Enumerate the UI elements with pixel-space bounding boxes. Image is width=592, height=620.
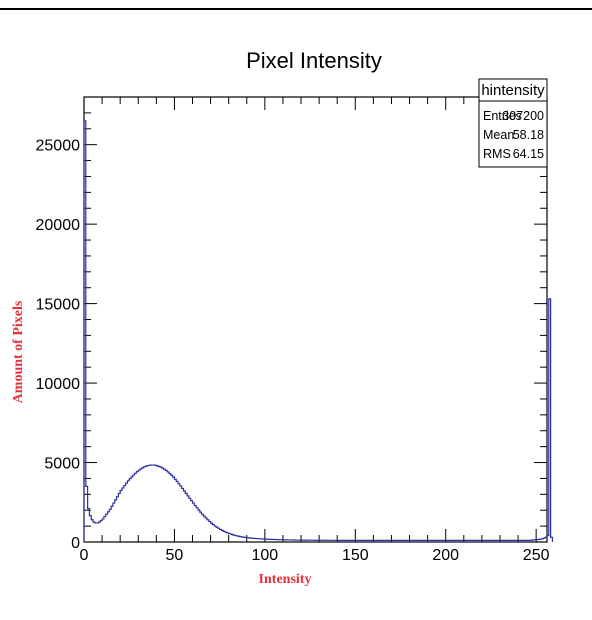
top-rule xyxy=(0,8,592,10)
x-tick-label: 150 xyxy=(342,547,369,564)
x-tick-label: 250 xyxy=(523,547,550,564)
x-tick-label: 100 xyxy=(252,547,279,564)
major-ticks xyxy=(83,97,547,543)
y-tick-label: 10000 xyxy=(36,376,81,393)
stats-box: hintensity Entries 307200 Mean 58.18 RMS… xyxy=(478,78,548,168)
stats-mean-value: 58.18 xyxy=(513,128,544,142)
y-tick-label: 0 xyxy=(71,535,80,552)
y-tick-label: 5000 xyxy=(44,456,80,473)
stats-entries-value: 307200 xyxy=(502,109,544,123)
x-tick-label: 0 xyxy=(80,547,89,564)
plot-frame xyxy=(83,96,548,543)
y-axis-title: Amount of Pixels xyxy=(11,300,26,403)
x-tick-labels: 0 50 100 150 200 250 xyxy=(80,547,550,564)
stats-rms-label: RMS xyxy=(483,147,511,161)
stats-box-title: hintensity xyxy=(481,82,545,99)
stats-mean-label: Mean xyxy=(483,128,514,142)
x-axis-title: Intensity xyxy=(259,572,312,587)
stats-rms-value: 64.15 xyxy=(513,147,544,161)
y-tick-label: 15000 xyxy=(36,297,81,314)
y-tick-label: 20000 xyxy=(36,217,81,234)
stats-entries-label: Entries xyxy=(483,109,522,123)
y-tick-label: 25000 xyxy=(36,138,81,155)
histogram-line xyxy=(83,120,554,542)
y-tick-labels: 0 5000 10000 15000 20000 25000 xyxy=(36,138,81,552)
x-tick-label: 200 xyxy=(432,547,459,564)
stats-box-frame xyxy=(478,78,548,168)
chart-title: Pixel Intensity xyxy=(246,48,382,73)
minor-ticks xyxy=(84,97,547,542)
x-tick-label: 50 xyxy=(166,547,184,564)
